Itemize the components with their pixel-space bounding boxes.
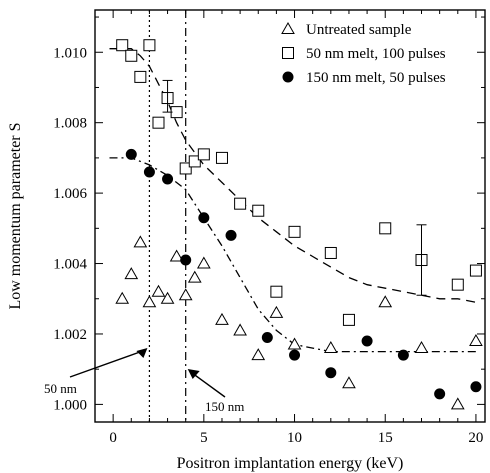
x-tick-label: 10	[287, 430, 302, 446]
point-triangle-open-1	[124, 267, 139, 280]
y-tick-label: 1.002	[53, 327, 87, 343]
point-square-open-12	[252, 204, 265, 217]
point-circle-filled-5	[225, 229, 237, 241]
arrow-50nm-head	[136, 348, 148, 358]
error-bars	[162, 79, 427, 296]
point-circle-filled-4	[198, 212, 210, 224]
point-square-open-13	[270, 285, 283, 298]
point-square-open-6	[170, 106, 183, 119]
point-square-open-20	[469, 264, 482, 277]
point-triangle-open-15	[323, 341, 338, 354]
legend-label: Untreated sample	[306, 22, 412, 38]
y-tick-label: 1.000	[53, 397, 87, 413]
y-tick-label: 1.006	[53, 186, 87, 202]
legend: Untreated sample 50 nm melt, 100 pulses 15…	[281, 21, 446, 86]
point-square-open-0	[116, 39, 129, 52]
x-tick-label: 5	[200, 430, 208, 446]
vline-label-150nm: 150 nm	[205, 399, 244, 414]
point-triangle-open-11	[233, 323, 247, 336]
point-square-open-16	[342, 313, 355, 326]
point-square-open-4	[152, 116, 165, 129]
point-square-open-9	[197, 148, 210, 161]
y-tick-label: 1.004	[53, 257, 87, 273]
point-triangle-open-17	[378, 295, 393, 308]
vertical-lines	[148, 10, 187, 422]
data-points	[115, 39, 483, 410]
point-triangle-open-9	[196, 256, 211, 269]
point-circle-filled-7	[289, 349, 301, 361]
point-square-open-15	[324, 246, 337, 259]
x-tick-label: 0	[109, 430, 117, 446]
point-triangle-open-10	[215, 312, 229, 325]
point-square-open-10	[215, 151, 228, 164]
point-circle-filled-12	[470, 381, 482, 393]
arrow-50nm-shaft	[69, 349, 146, 378]
point-square-open-7	[179, 162, 192, 175]
point-square-open-2	[134, 70, 147, 83]
point-circle-filled-1	[143, 166, 155, 178]
fit-curves	[109, 48, 477, 353]
point-square-open-14	[288, 225, 301, 238]
x-tick-label: 15	[378, 430, 393, 446]
point-triangle-open-16	[342, 376, 356, 389]
point-triangle-open-5	[160, 291, 175, 304]
point-circle-filled-0	[125, 148, 137, 160]
legend-marker-circle-filled	[282, 71, 294, 83]
point-circle-filled-3	[180, 254, 192, 266]
point-triangle-open-8	[187, 270, 202, 283]
point-triangle-open-6	[169, 249, 184, 262]
point-square-open-1	[125, 49, 138, 62]
point-triangle-open-0	[115, 291, 130, 304]
point-triangle-open-18	[414, 341, 429, 354]
point-circle-filled-8	[325, 367, 337, 379]
point-circle-filled-10	[397, 349, 409, 361]
point-triangle-open-20	[469, 334, 483, 347]
fit-curve-dash-dot	[109, 157, 476, 353]
y-tick-label: 1.008	[53, 116, 87, 132]
point-triangle-open-7	[178, 288, 193, 301]
point-triangle-open-2	[133, 235, 148, 248]
legend-label: 50 nm melt, 100 pulses	[306, 46, 446, 62]
point-square-open-3	[143, 39, 156, 52]
point-circle-filled-11	[434, 388, 446, 400]
y-axis-title: Low momentum parameter S	[7, 122, 24, 309]
fit-curve-dashed	[109, 48, 477, 303]
point-square-open-19	[451, 278, 464, 291]
vline-label-50nm: 50 nm	[44, 381, 77, 396]
point-square-open-11	[234, 197, 247, 210]
y-tick-label: 1.010	[53, 45, 87, 61]
point-circle-filled-2	[162, 173, 174, 185]
point-square-open-17	[379, 222, 392, 235]
point-square-open-8	[188, 155, 201, 168]
point-triangle-open-4	[151, 284, 166, 297]
point-triangle-open-14	[287, 337, 302, 350]
point-circle-filled-6	[261, 331, 273, 343]
legend-marker-square-open	[282, 47, 294, 59]
legend-label: 150 nm melt, 50 pulses	[306, 70, 446, 86]
point-circle-filled-9	[361, 335, 373, 347]
point-triangle-open-12	[251, 348, 266, 361]
legend-marker-triangle-open	[281, 21, 295, 34]
x-axis-title: Positron implantation energy (keV)	[177, 455, 404, 472]
arrow-150nm-shaft	[190, 371, 226, 398]
point-triangle-open-3	[142, 295, 157, 308]
point-triangle-open-13	[269, 305, 284, 318]
point-triangle-open-19	[450, 397, 465, 410]
axes: 0 5 10 15 20 1.000 1.002 1.004 1.006 1.008 1.010 Po…	[7, 9, 486, 472]
arrow-150nm-head	[187, 369, 200, 379]
annotations: 50 nm 150 nm	[44, 348, 244, 414]
x-tick-label: 20	[468, 430, 483, 446]
plot-frame	[94, 9, 486, 423]
